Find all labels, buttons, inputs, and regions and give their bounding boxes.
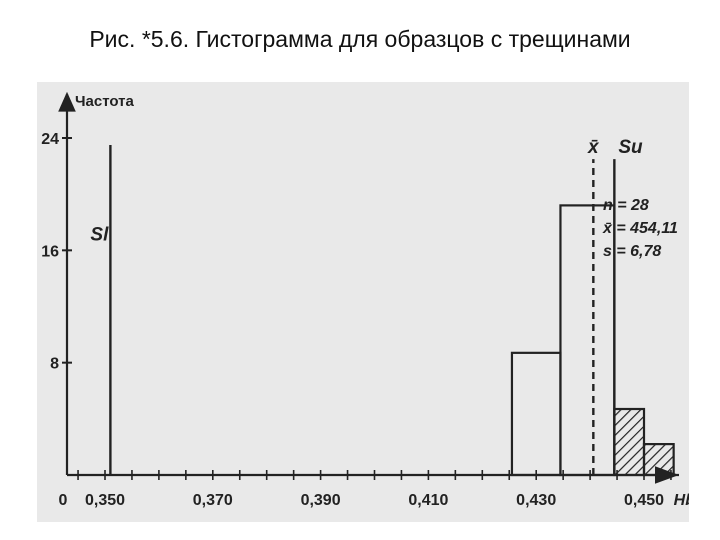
y-tick-label: 16 (41, 243, 59, 260)
histogram-bar (510, 351, 562, 477)
y-tick-label: 8 (50, 356, 59, 373)
y-tick-label: 24 (41, 131, 59, 148)
x-tick-label: 0,450 (624, 492, 664, 509)
reference-line-label: Sl (90, 225, 109, 246)
histogram-bar (613, 407, 646, 477)
histogram-figure: Частота 8 16 24 0 0,350 0,370 0,390 0,410 0,430 0,… (37, 82, 689, 522)
stats-line: n = 28 (603, 197, 649, 214)
x-tick-label: 0,370 (193, 492, 233, 509)
x-axis-label: Hb (674, 492, 689, 509)
slide-title: Рис. *5.6. Гистограмма для образцов с тр… (89, 26, 631, 52)
histogram-chart: Частота 8 16 24 0 0,350 0,370 0,390 0,410 0,430 0,… (41, 91, 689, 509)
x-tick-label: 0,390 (301, 492, 341, 509)
reference-line-label: Su (618, 137, 643, 158)
x-tick-label: 0,350 (85, 492, 125, 509)
x-tick-label: 0,410 (408, 492, 448, 509)
x-tick-label: 0,430 (516, 492, 556, 509)
x-origin-label: 0 (59, 492, 68, 509)
reference-line-label: x̄ (587, 137, 600, 158)
histogram-bar (642, 443, 675, 477)
stats-line: s = 6,78 (603, 243, 661, 260)
stats-line: x̄ = 454,11 (602, 220, 678, 237)
y-axis-label: Частота (75, 93, 135, 110)
